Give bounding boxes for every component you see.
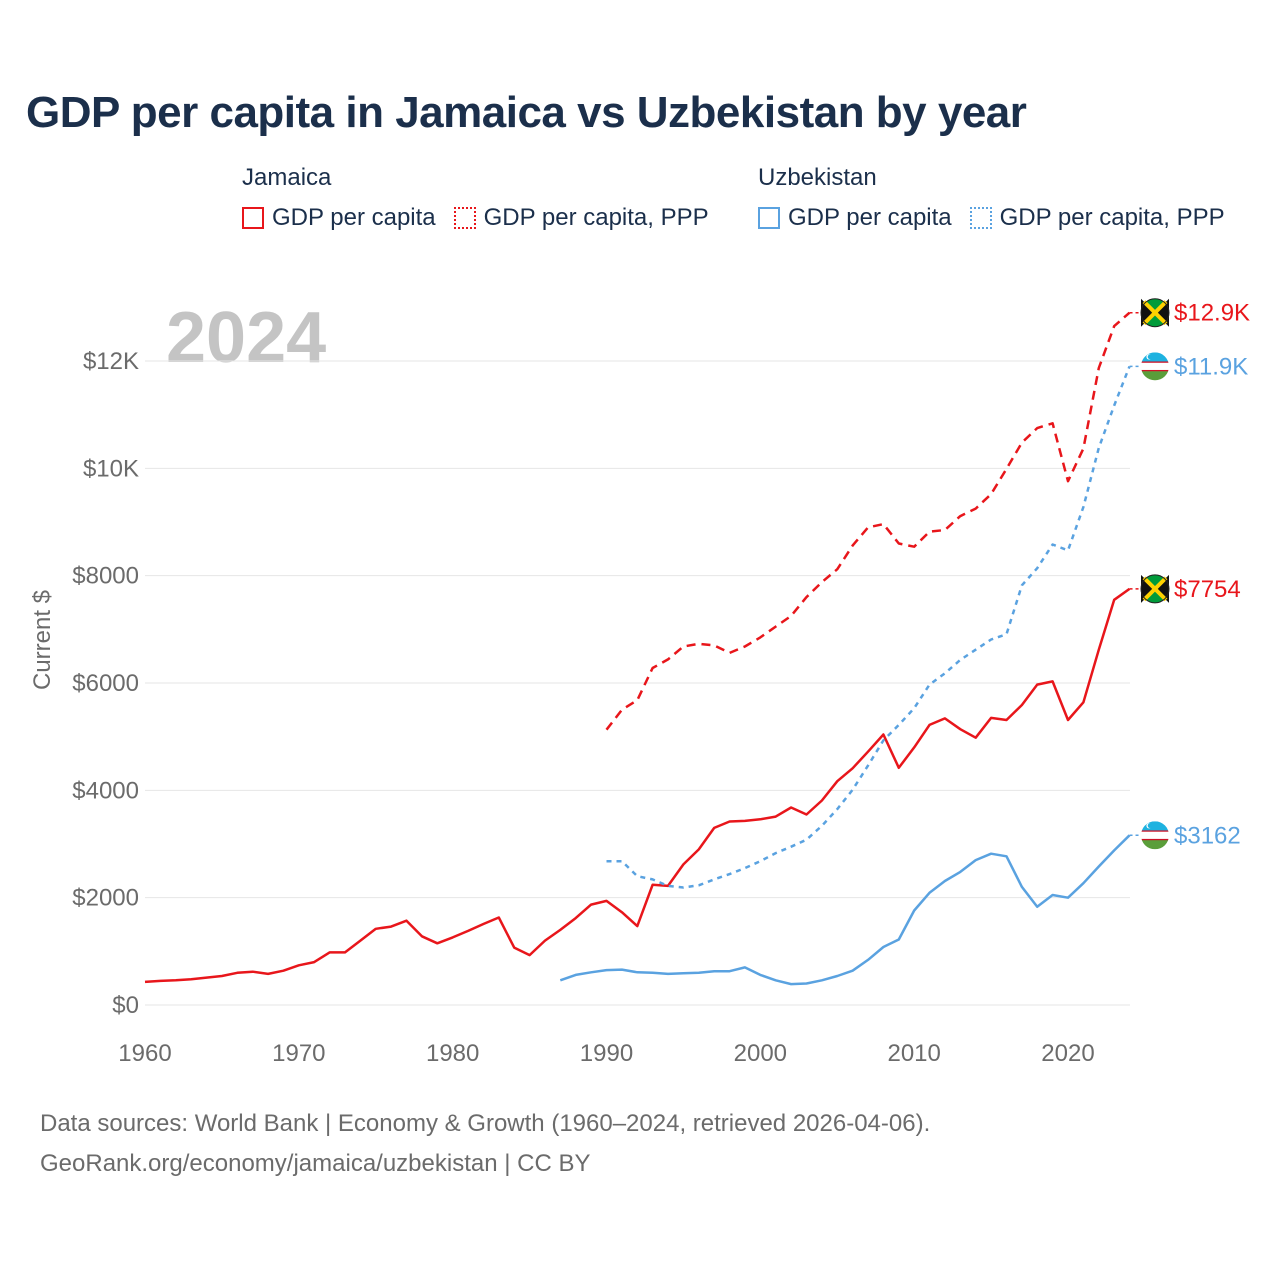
series-end-label: $3162 bbox=[1174, 822, 1241, 849]
series-line-jamaica-gdp[interactable] bbox=[144, 587, 1131, 984]
gridlines bbox=[145, 360, 1130, 1006]
series-end-markers: $7754 $12.9K $3162 $11.9K bbox=[1129, 298, 1250, 850]
y-tick-label: $8000 bbox=[72, 563, 139, 590]
y-tick-label: $6000 bbox=[72, 670, 139, 697]
legend-entry-label: GDP per capita bbox=[272, 204, 436, 231]
x-tick-label: 2010 bbox=[887, 1040, 940, 1067]
x-axis-ticks: 1960 1970 1980 1990 2000 2010 2020 bbox=[118, 1040, 1094, 1067]
jamaica-flag-icon bbox=[1140, 574, 1170, 604]
series-line-uzbekistan-gdp[interactable] bbox=[559, 834, 1131, 986]
y-tick-label: $10K bbox=[83, 455, 139, 482]
series-lines bbox=[144, 311, 1131, 986]
series-end-label: $11.9K bbox=[1174, 353, 1248, 380]
year-watermark: 2024 bbox=[166, 298, 326, 378]
y-tick-label: $0 bbox=[112, 992, 139, 1019]
x-tick-label: 2020 bbox=[1041, 1040, 1094, 1067]
chart-title: GDP per capita in Jamaica vs Uzbekistan … bbox=[26, 88, 1027, 137]
footer-sources: Data sources: World Bank | Economy & Gro… bbox=[40, 1110, 931, 1137]
legend-entry-jamaica-gdp[interactable]: GDP per capita bbox=[242, 204, 436, 232]
x-tick-label: 2000 bbox=[734, 1040, 787, 1067]
legend-group-jamaica: Jamaica GDP per capita GDP per capita, P… bbox=[242, 162, 727, 232]
y-axis-ticks: $0 $2000 $4000 $6000 $8000 $10K $12K bbox=[72, 348, 139, 1019]
legend-group-label: Jamaica bbox=[242, 164, 332, 191]
legend-swatch-dotted bbox=[969, 207, 992, 229]
x-tick-label: 1990 bbox=[580, 1040, 633, 1067]
legend-swatch-dotted bbox=[453, 207, 476, 229]
legend-swatch-solid bbox=[242, 207, 264, 229]
series-line-jamaica-gdp-ppp[interactable] bbox=[605, 311, 1131, 731]
uzbekistan-flag-icon bbox=[1141, 821, 1169, 850]
legend-entry-label: GDP per capita bbox=[788, 204, 952, 231]
x-tick-label: 1980 bbox=[426, 1040, 479, 1067]
series-line-uzbekistan-gdp-ppp[interactable] bbox=[606, 365, 1131, 889]
legend-group-uzbekistan: Uzbekistan GDP per capita GDP per capita… bbox=[758, 162, 1243, 232]
legend-entry-uzbekistan-gdp[interactable]: GDP per capita bbox=[758, 204, 952, 232]
y-axis-label: Current $ bbox=[29, 590, 56, 690]
legend-group-label: Uzbekistan bbox=[758, 164, 877, 191]
legend-swatch-solid bbox=[758, 207, 780, 229]
legend-entry-label: GDP per capita, PPP bbox=[483, 204, 709, 231]
legend-entry-jamaica-gdp-ppp[interactable]: GDP per capita, PPP bbox=[453, 204, 709, 232]
footer: Data sources: World Bank | Economy & Gro… bbox=[40, 1104, 930, 1184]
legend-entry-label: GDP per capita, PPP bbox=[999, 204, 1225, 231]
y-tick-label: $4000 bbox=[72, 777, 139, 804]
uzbekistan-flag-icon bbox=[1141, 352, 1169, 381]
series-end-label: $7754 bbox=[1174, 576, 1241, 603]
footer-link[interactable]: GeoRank.org/economy/jamaica/uzbekistan |… bbox=[40, 1150, 591, 1177]
y-tick-label: $2000 bbox=[72, 885, 139, 912]
series-end-label: $12.9K bbox=[1174, 300, 1250, 327]
x-tick-label: 1960 bbox=[118, 1040, 171, 1067]
x-tick-label: 1970 bbox=[272, 1040, 325, 1067]
jamaica-flag-icon bbox=[1140, 298, 1170, 328]
legend-entry-uzbekistan-gdp-ppp[interactable]: GDP per capita, PPP bbox=[969, 204, 1225, 232]
y-tick-label: $12K bbox=[83, 348, 139, 375]
